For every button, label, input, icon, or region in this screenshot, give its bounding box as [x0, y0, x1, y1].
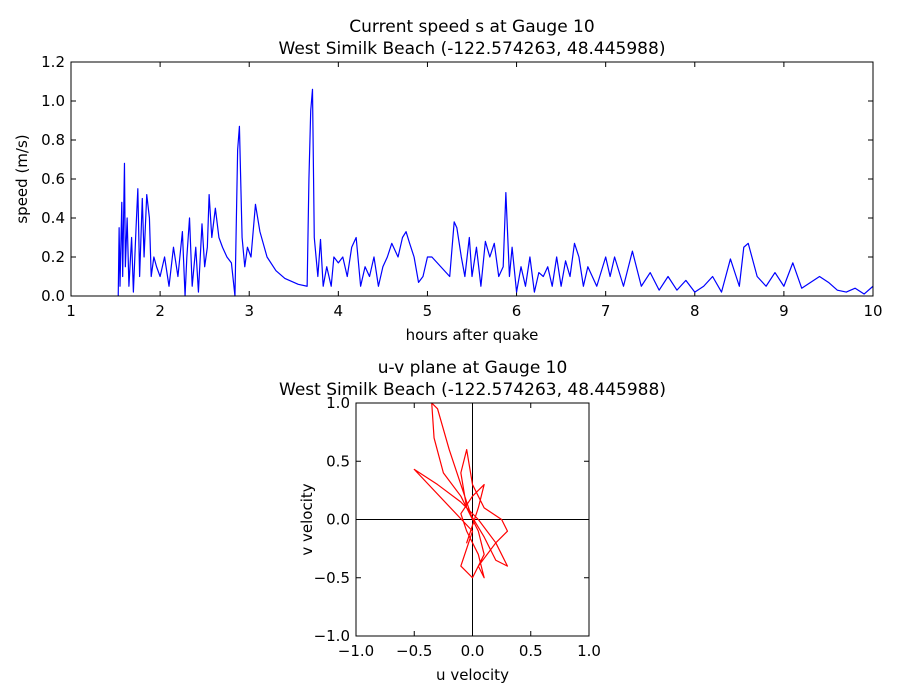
x-tick-label: 7: [601, 302, 611, 320]
plot-frame: [70, 61, 874, 297]
x-tick-label: 1: [66, 302, 76, 320]
y-tick-label: 1.0: [326, 394, 350, 412]
y-tick-label: 1.2: [41, 53, 65, 71]
y-tick-label: −1.0: [314, 627, 350, 645]
y-tick-label: 0.4: [41, 209, 65, 227]
x-tick-label: 0.5: [519, 642, 543, 660]
y-tick-label: 0.0: [326, 511, 350, 529]
x-tick-label: 3: [244, 302, 254, 320]
y-tick-label: 0.6: [41, 170, 65, 188]
y-tick-label: 0.8: [41, 131, 65, 149]
x-tick-label: 1.0: [577, 642, 601, 660]
y-tick-label: 1.0: [41, 92, 65, 110]
x-tick-label: 6: [512, 302, 522, 320]
x-tick-label: 8: [690, 302, 700, 320]
y-tick-label: −0.5: [314, 569, 350, 587]
data-line: [413, 402, 509, 579]
chart-title: Current speed s at Gauge 10: [349, 17, 594, 37]
x-tick-label: 10: [863, 302, 882, 320]
chart-title: u-v plane at Gauge 10: [378, 358, 568, 378]
x-tick-label: 2: [155, 302, 165, 320]
y-axis-label: v velocity: [298, 483, 316, 555]
plot-frame: [355, 402, 590, 637]
data-line: [117, 88, 874, 297]
x-tick-label: 5: [423, 302, 433, 320]
y-axis-label: speed (m/s): [13, 134, 31, 223]
x-axis-label: u velocity: [436, 666, 509, 684]
y-tick-label: 0.2: [41, 248, 65, 266]
x-tick-label: −0.5: [396, 642, 432, 660]
y-tick-label: 0.0: [41, 287, 65, 305]
chart-subtitle: West Similk Beach (-122.574263, 48.44598…: [279, 380, 666, 400]
x-tick-label: −1.0: [338, 642, 374, 660]
x-tick-label: 9: [779, 302, 789, 320]
x-tick-label: 4: [334, 302, 344, 320]
chart-subtitle: West Similk Beach (-122.574263, 48.44598…: [279, 39, 666, 59]
x-axis-label: hours after quake: [406, 326, 539, 344]
x-tick-label: 0.0: [461, 642, 485, 660]
y-tick-label: 0.5: [326, 452, 350, 470]
